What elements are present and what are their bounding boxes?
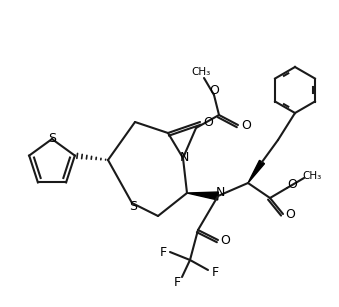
Text: O: O: [203, 115, 213, 129]
Text: O: O: [285, 208, 295, 220]
Text: CH₃: CH₃: [302, 171, 322, 181]
Text: N: N: [215, 186, 225, 200]
Polygon shape: [248, 160, 264, 183]
Text: S: S: [129, 200, 137, 212]
Polygon shape: [187, 192, 218, 200]
Text: S: S: [48, 131, 56, 145]
Text: F: F: [174, 275, 181, 289]
Text: O: O: [209, 84, 219, 96]
Text: N: N: [179, 150, 189, 164]
Text: CH₃: CH₃: [192, 67, 211, 77]
Text: F: F: [212, 266, 219, 279]
Text: O: O: [220, 234, 230, 247]
Text: O: O: [241, 119, 251, 131]
Text: O: O: [287, 177, 297, 191]
Text: F: F: [159, 246, 166, 258]
